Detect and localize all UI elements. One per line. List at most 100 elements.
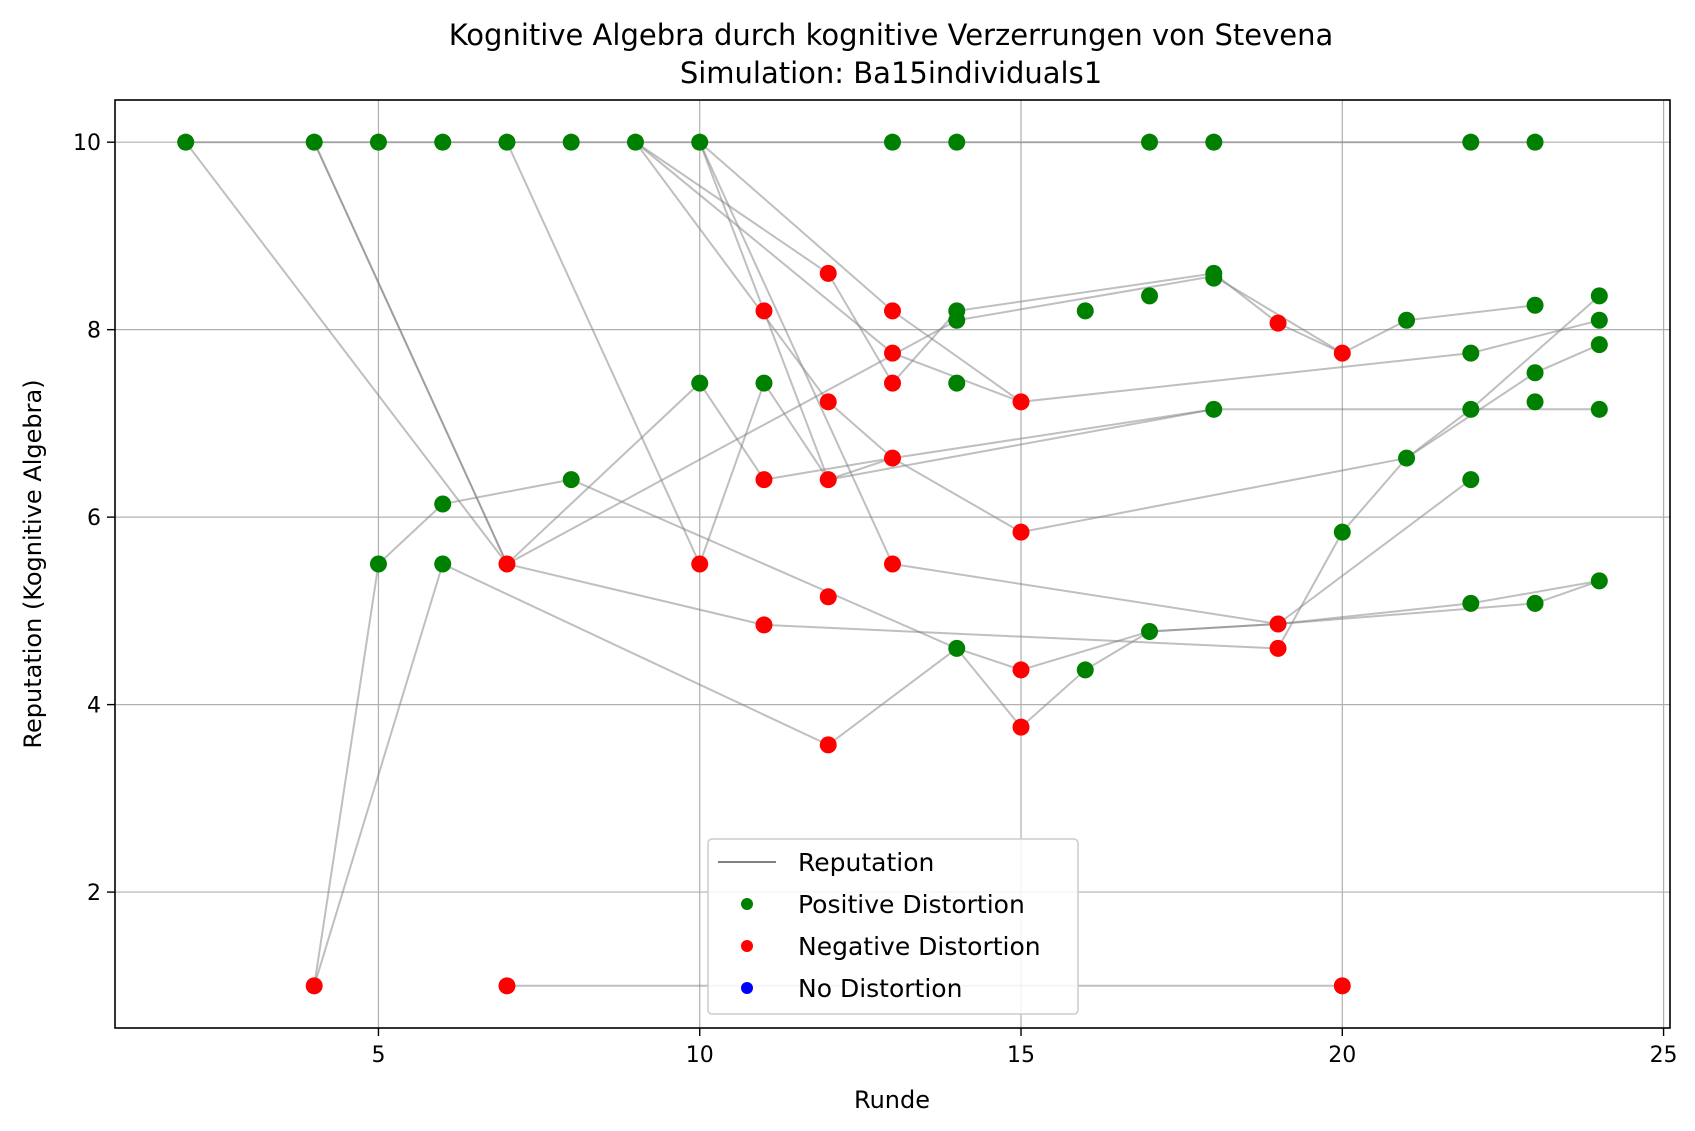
negative-distortion-point: [884, 374, 901, 392]
reputation-line: [634, 141, 1600, 403]
negative-distortion-point: [1012, 661, 1030, 679]
negative-distortion-point: [819, 264, 837, 282]
positive-distortion-point: [1462, 400, 1480, 418]
positive-distortion-point: [948, 639, 966, 657]
y-tick-label: 6: [87, 506, 101, 531]
legend: Reputation Positive Distortion Negative …: [707, 838, 1079, 1015]
positive-distortion-point: [884, 133, 901, 151]
positive-distortion-point: [948, 374, 966, 392]
positive-distortion-point: [1590, 400, 1608, 418]
positive-distortion-point: [755, 374, 773, 392]
legend-label-reputation: Reputation: [798, 848, 934, 877]
distortion-points: [177, 133, 1608, 995]
positive-distortion-point: [369, 133, 387, 151]
legend-label-none: No Distortion: [798, 974, 962, 1003]
negative-distortion-point: [1012, 393, 1030, 411]
plot-frame: [114, 99, 1671, 1029]
negative-distortion-point: [884, 302, 901, 320]
positive-distortion-point: [1205, 400, 1223, 418]
negative-distortion-point: [1333, 977, 1351, 995]
negative-distortion-point: [1012, 523, 1030, 541]
legend-label-positive: Positive Distortion: [798, 890, 1025, 919]
positive-distortion-point: [498, 133, 516, 151]
positive-distortion-point: [1398, 449, 1416, 467]
positive-distortion-point: [1462, 344, 1480, 362]
positive-distortion-point: [434, 495, 452, 513]
positive-distortion-point: [626, 133, 644, 151]
negative-distortion-point: [819, 736, 837, 754]
legend-box: [707, 838, 1079, 1015]
positive-distortion-point: [1462, 471, 1480, 489]
positive-distortion-point: [1141, 622, 1159, 640]
positive-distortion-point: [691, 133, 709, 151]
negative-distortion-point: [1333, 344, 1351, 362]
x-tick-label: 10: [686, 1043, 714, 1068]
positive-distortion-point: [1076, 661, 1094, 679]
negative-distortion-point: [755, 616, 773, 634]
positive-distortion-point: [948, 133, 966, 151]
reputation-line: [698, 141, 1472, 626]
positive-distortion-point: [1526, 133, 1544, 151]
positive-distortion-point: [1333, 523, 1351, 541]
positive-distortion-point: [1462, 133, 1480, 151]
positive-distortion-point: [1526, 393, 1544, 411]
positive-distortion-point: [305, 133, 323, 151]
reputation-line: [698, 141, 893, 481]
positive-distortion-point: [1526, 364, 1544, 382]
positive-distortion-point: [369, 555, 387, 573]
negative-distortion-point: [884, 449, 901, 467]
negative-distortion-point: [1269, 314, 1287, 332]
positive-distortion-point: [1590, 572, 1608, 590]
negative-distortion-point: [498, 555, 516, 573]
y-tick-label: 2: [87, 881, 101, 906]
negative-distortion-point: [819, 588, 837, 606]
positive-distortion-point: [1398, 311, 1416, 329]
chart-subtitle: Simulation: Ba15individuals1: [680, 56, 1102, 90]
positive-distortion-point: [1526, 594, 1544, 612]
positive-distortion-point: [1590, 336, 1608, 354]
y-tick-label: 4: [87, 694, 101, 719]
negative-distortion-point: [1269, 639, 1287, 657]
x-tick-label: 5: [371, 1043, 385, 1068]
y-tick-label: 8: [87, 319, 101, 344]
positive-distortion-point: [1205, 269, 1223, 287]
negative-distortion-point: [691, 555, 709, 573]
reputation-line: [313, 141, 1600, 650]
reputation-line: [506, 141, 1600, 567]
positive-distortion-point: [1076, 302, 1094, 320]
legend-negative-marker: [741, 940, 753, 952]
legend-label-negative: Negative Distortion: [798, 932, 1041, 961]
negative-distortion-point: [1269, 615, 1287, 633]
negative-distortion-point: [819, 393, 837, 411]
positive-distortion-point: [1590, 287, 1608, 305]
negative-distortion-point: [755, 302, 773, 320]
positive-distortion-point: [1141, 287, 1159, 305]
positive-distortion-point: [691, 374, 709, 392]
y-axis-label: Reputation (Kognitive Algebra): [19, 379, 47, 748]
negative-distortion-point: [498, 977, 516, 995]
reputation-line: [184, 141, 1214, 566]
positive-distortion-point: [1462, 594, 1480, 612]
reputation-line: [699, 141, 1022, 403]
x-tick-label: 25: [1650, 1043, 1678, 1068]
x-tick-label: 20: [1328, 1043, 1356, 1068]
x-axis-ticks: 5 10 15 20 25: [371, 1028, 1678, 1068]
negative-distortion-point: [884, 555, 901, 573]
positive-distortion-point: [177, 133, 195, 151]
negative-distortion-point: [819, 471, 837, 489]
negative-distortion-point: [755, 471, 773, 489]
negative-distortion-point: [305, 977, 323, 995]
y-tick-label: 10: [73, 131, 101, 156]
positive-distortion-point: [434, 133, 452, 151]
positive-distortion-point: [1205, 133, 1223, 151]
positive-distortion-point: [434, 555, 452, 573]
legend-none-marker: [741, 982, 753, 994]
negative-distortion-point: [884, 344, 901, 362]
reputation-line: [634, 141, 1600, 534]
positive-distortion-point: [562, 471, 580, 489]
positive-distortion-point: [1590, 311, 1608, 329]
positive-distortion-point: [1141, 133, 1159, 151]
positive-distortion-point: [562, 133, 580, 151]
positive-distortion-point: [1526, 296, 1544, 314]
